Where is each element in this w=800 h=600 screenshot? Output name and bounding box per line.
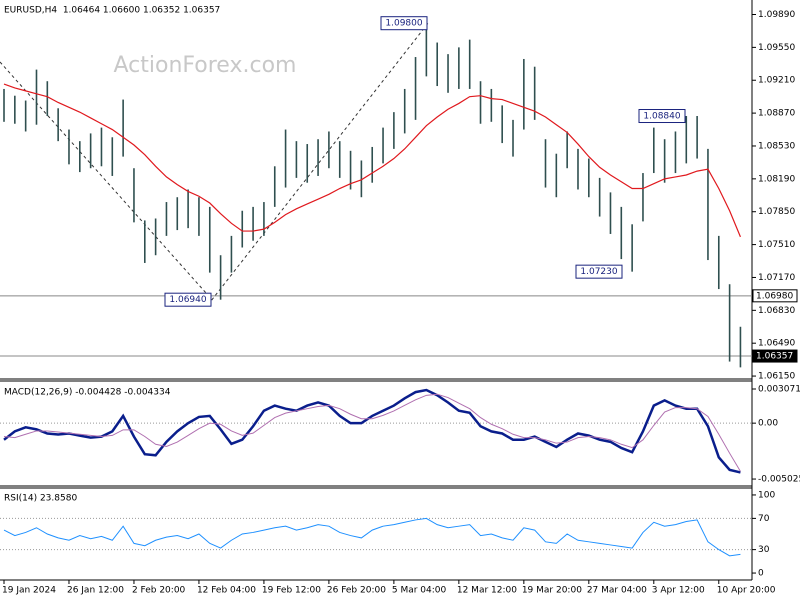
y-tick-label: 0.003071 — [758, 384, 800, 394]
y-tick-label: 1.07850 — [758, 207, 795, 217]
panel-title: EURUSD,H4 1.06464 1.06600 1.06352 1.0635… — [4, 6, 220, 16]
annotation-label: 1.06940 — [169, 295, 206, 305]
x-tick-label: 19 Mar 20:00 — [522, 586, 582, 596]
y-tick-label: 70 — [758, 514, 770, 524]
annotation-label: 1.08840 — [643, 112, 680, 122]
x-tick-label: 26 Jan 12:00 — [67, 586, 124, 596]
y-tick-label: 0.00 — [758, 419, 778, 429]
y-tick-label: 1.08530 — [758, 141, 795, 151]
y-tick-label: 1.06490 — [758, 339, 795, 349]
y-tick-label: 1.06830 — [758, 306, 795, 316]
x-tick-label: 12 Feb 04:00 — [197, 586, 256, 596]
y-tick-label: 1.06150 — [758, 372, 795, 382]
x-tick-label: 2 Feb 20:00 — [132, 586, 186, 596]
trend-zigzag — [0, 22, 429, 301]
price-level-box — [752, 349, 798, 363]
panel-title: RSI(14) 23.8580 — [4, 494, 77, 504]
annotation-label: 1.07230 — [580, 267, 617, 277]
price-level-box — [752, 289, 798, 303]
y-tick-label: 1.09550 — [758, 43, 795, 53]
annotation-box — [638, 109, 686, 124]
y-tick-label: 1.07510 — [758, 240, 795, 250]
y-tick-label: 1.09210 — [758, 76, 795, 86]
price-level-label: 1.06980 — [756, 291, 793, 301]
annotation-box — [575, 264, 623, 279]
annotation-box — [380, 16, 428, 31]
annotation-label: 1.09800 — [385, 19, 422, 29]
x-tick-label: 12 Mar 12:00 — [457, 586, 517, 596]
x-tick-label: 27 Mar 04:00 — [587, 586, 647, 596]
moving-average — [3, 83, 741, 238]
y-tick-label: -0.005025 — [758, 475, 800, 485]
annotation-box — [164, 292, 212, 307]
x-tick-label: 19 Jan 2024 — [2, 586, 56, 596]
x-tick-label: 26 Feb 20:00 — [327, 586, 386, 596]
watermark: ActionForex.com — [114, 53, 297, 78]
y-tick-label: 0 — [758, 569, 764, 579]
x-tick-label: 10 Apr 20:00 — [717, 586, 776, 596]
y-tick-label: 1.07170 — [758, 273, 795, 283]
y-tick-label: 1.09890 — [758, 10, 795, 20]
panel-title: MACD(12,26,9) -0.004428 -0.004334 — [4, 388, 171, 398]
price-level-label: 1.06357 — [756, 352, 793, 362]
indicator-line — [3, 393, 741, 472]
y-tick-label: 30 — [758, 545, 770, 555]
y-tick-label: 1.08190 — [758, 174, 795, 184]
indicator-line — [3, 517, 741, 557]
y-tick-label: 1.08870 — [758, 109, 795, 119]
x-tick-label: 3 Apr 12:00 — [652, 586, 705, 596]
indicator-line — [3, 388, 741, 474]
x-tick-label: 5 Mar 04:00 — [392, 586, 447, 596]
x-tick-label: 19 Feb 12:00 — [262, 586, 321, 596]
y-tick-label: 100 — [758, 490, 775, 500]
